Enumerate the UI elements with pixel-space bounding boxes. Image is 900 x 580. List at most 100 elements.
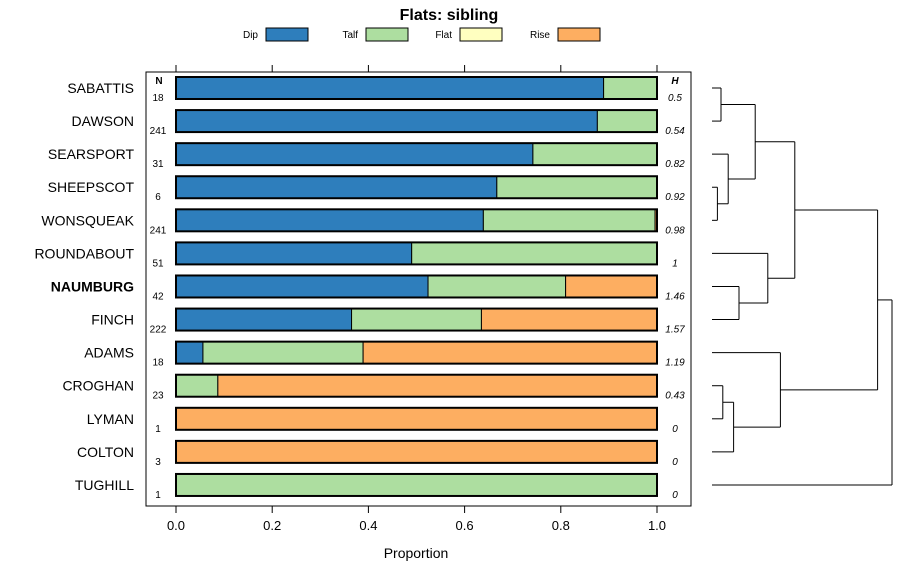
row-searsport: SEARSPORT 31 0.82 xyxy=(48,142,685,170)
h-value: 0 xyxy=(672,457,678,468)
bar-segment-talf xyxy=(427,274,567,298)
row-roundabout: ROUNDABOUT 51 1 xyxy=(34,241,678,269)
h-value: 1 xyxy=(672,258,678,269)
legend-swatch-rise xyxy=(557,27,601,42)
bar-segment-dip xyxy=(175,341,204,365)
bar-segment-dip xyxy=(175,274,429,298)
category-label: ROUNDABOUT xyxy=(34,245,134,261)
x-axis-label: Proportion xyxy=(384,545,449,561)
bar-segment-dip xyxy=(175,308,353,332)
x-tick-label: 0.0 xyxy=(167,518,185,533)
row-sabattis: SABATTIS 18 0.5 xyxy=(67,76,682,104)
legend-swatch-talf xyxy=(365,27,409,42)
n-value: 3 xyxy=(155,457,161,468)
row-wonsqueak: WONSQUEAK 241 0.98 xyxy=(41,208,685,236)
category-label: SHEEPSCOT xyxy=(48,179,135,195)
bar-segment-rise xyxy=(175,407,658,431)
category-label: SABATTIS xyxy=(67,80,134,96)
legend-label-rise: Rise xyxy=(530,30,550,41)
bar-outline xyxy=(175,241,658,266)
chart-title: Flats: sibling xyxy=(400,7,499,24)
h-value: 1.46 xyxy=(665,291,685,302)
x-tick-label: 0.4 xyxy=(359,518,377,533)
bar-outline xyxy=(175,373,658,398)
row-adams: ADAMS 18 1.19 xyxy=(84,340,685,369)
x-tick-label: 1.0 xyxy=(648,518,666,533)
x-axes: 0.0 0.2 0.4 0.6 0.8 1.0 xyxy=(167,65,666,533)
category-label: TUGHILL xyxy=(75,477,134,493)
row-naumburg: NAUMBURG 42 1.46 xyxy=(51,274,685,302)
row-colton: COLTON 3 0 xyxy=(77,439,678,468)
bar-outline xyxy=(175,472,658,497)
bar-segment-dip xyxy=(175,175,498,199)
row-tughill: TUGHILL 1 0 xyxy=(75,472,678,501)
legend-swatch-flat xyxy=(459,27,503,42)
n-value: 241 xyxy=(150,225,167,236)
legend-label-dip: Dip xyxy=(243,30,258,41)
category-label: FINCH xyxy=(91,312,134,328)
category-label: CROGHAN xyxy=(62,378,134,394)
legend-label-flat: Flat xyxy=(435,30,452,41)
h-value: 0.5 xyxy=(668,93,682,104)
dendrogram xyxy=(712,87,893,486)
bar-segment-talf xyxy=(351,308,482,332)
bar-outline xyxy=(175,406,658,431)
row-lyman: LYMAN 1 0 xyxy=(87,406,678,435)
bar-segment-dip xyxy=(175,142,534,166)
h-column-header: H xyxy=(671,76,679,87)
n-value: 1 xyxy=(155,490,161,501)
h-value: 0.98 xyxy=(665,225,685,236)
row-dawson: DAWSON 241 0.54 xyxy=(72,109,685,137)
plot-frame xyxy=(145,71,692,507)
row-finch: FINCH 222 1.57 xyxy=(91,307,685,336)
n-value: 241 xyxy=(150,126,167,137)
bar-segment-rise xyxy=(175,440,658,464)
x-tick-label: 0.6 xyxy=(456,518,474,533)
bar-segment-rise xyxy=(217,374,658,398)
bar-segment-talf xyxy=(603,76,658,100)
row-sheepscot: SHEEPSCOT 6 0.92 xyxy=(48,175,685,203)
n-value: 6 xyxy=(155,192,161,203)
n-value: 51 xyxy=(152,258,164,269)
x-tick-label: 0.8 xyxy=(552,518,570,533)
h-value: 1.19 xyxy=(665,358,685,369)
bar-outline xyxy=(175,175,658,200)
n-value: 18 xyxy=(152,358,164,369)
legend: Dip Talf Flat Rise xyxy=(243,27,601,42)
bar-outline xyxy=(175,340,658,365)
row-croghan: CROGHAN 23 0.43 xyxy=(62,373,685,402)
bar-outline xyxy=(175,274,658,299)
category-label: COLTON xyxy=(77,444,134,460)
legend-label-talf: Talf xyxy=(342,30,358,41)
bar-segment-talf xyxy=(411,241,658,265)
h-value: 0.43 xyxy=(665,391,685,402)
h-value: 0.92 xyxy=(665,192,685,203)
x-tick-label: 0.2 xyxy=(263,518,281,533)
bar-segment-rise xyxy=(480,308,658,332)
n-value: 1 xyxy=(155,424,161,435)
category-label: DAWSON xyxy=(72,113,134,129)
bar-segment-talf xyxy=(175,473,658,497)
bar-outline xyxy=(175,439,658,464)
bar-outline xyxy=(175,307,658,332)
n-value: 222 xyxy=(150,325,167,336)
legend-swatch-dip xyxy=(265,27,309,42)
category-label: LYMAN xyxy=(87,411,134,427)
category-label: WONSQUEAK xyxy=(41,212,134,228)
n-column-header: N xyxy=(155,76,162,87)
n-value: 31 xyxy=(152,159,164,170)
h-value: 0.54 xyxy=(665,126,685,137)
h-value: 0 xyxy=(672,490,678,501)
bar-segment-talf xyxy=(596,109,658,133)
bar-segment-rise xyxy=(565,274,658,298)
category-label: ADAMS xyxy=(84,345,134,361)
bar-segment-talf xyxy=(482,208,656,232)
bar-outline xyxy=(175,109,658,134)
bar-outline xyxy=(175,208,658,233)
h-value: 0.82 xyxy=(665,159,685,170)
n-value: 23 xyxy=(152,391,164,402)
n-value: 18 xyxy=(152,93,164,104)
bar-segment-dip xyxy=(175,76,605,100)
bar-outline xyxy=(175,142,658,167)
